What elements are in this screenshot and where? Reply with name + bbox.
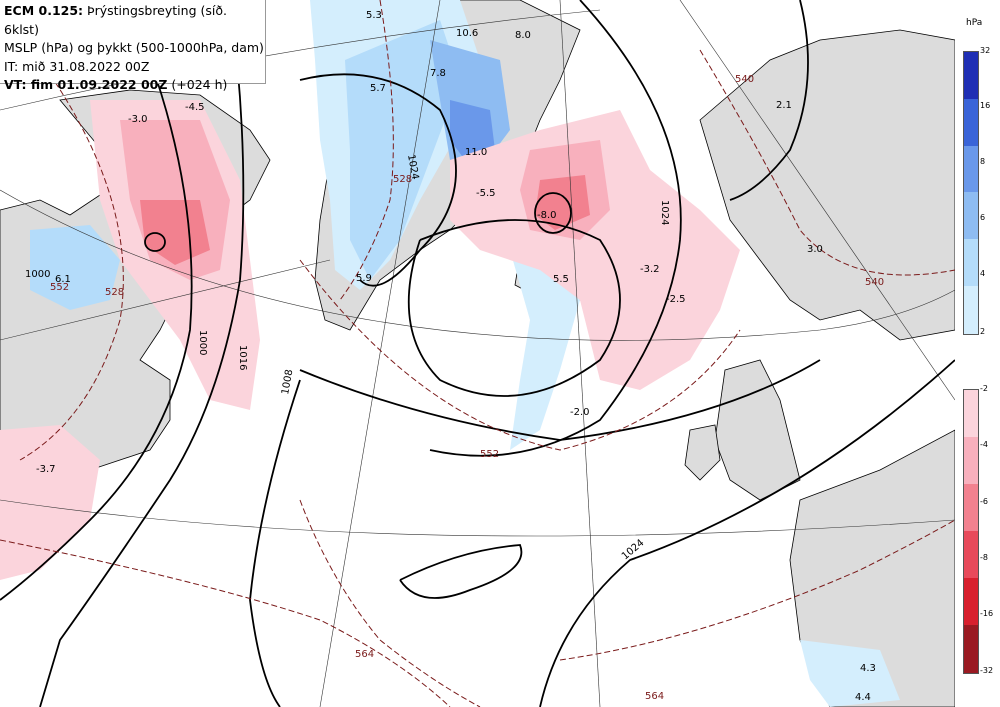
- europe-land: [789, 429, 956, 707]
- pressure-change-label: -8.0: [537, 210, 557, 221]
- thickness-label: 528: [105, 287, 124, 298]
- pressure-change-label: 4.3: [860, 663, 876, 674]
- isobars: [0, 0, 956, 707]
- thickness-label: 564: [355, 649, 374, 660]
- fall-tick: -4: [980, 440, 988, 449]
- scandinavia-land: [699, 29, 956, 341]
- fall-tick: -16: [980, 609, 994, 618]
- ireland-land: [684, 424, 721, 481]
- pressure-change-label: 8.0: [515, 30, 531, 41]
- thickness-label: 528: [393, 174, 412, 185]
- pressure-change-label: -2.5: [666, 294, 686, 305]
- graticule: [0, 0, 956, 707]
- thickness-contours: [0, 0, 956, 707]
- pressure-change-label: 7.8: [430, 68, 446, 79]
- isobar-labels: 1000 1024 1024 1016 1008 1000 1024: [25, 154, 670, 563]
- rise-colorbar: [963, 51, 979, 335]
- pressure-change-label: 5.7: [370, 83, 386, 94]
- thickness-label: 552: [50, 282, 69, 293]
- pressure-rise-shading: [30, 0, 900, 707]
- init-time: IT: mið 31.08.2022 00Z: [4, 58, 150, 74]
- thickness-label: 564: [645, 691, 664, 702]
- pressure-change-label: 2.1: [776, 100, 792, 111]
- pressure-change-label: -3.7: [36, 464, 56, 475]
- pressure-change-label: -3.2: [640, 264, 660, 275]
- fall-colorbar: [963, 389, 979, 674]
- britain-land: [714, 359, 801, 501]
- pressure-change-label: 11.0: [465, 147, 487, 158]
- rise-tick: 4: [980, 269, 986, 278]
- fall-tick: -32: [980, 666, 994, 675]
- valid-time: VT: fim 01.09.2022 00Z: [4, 77, 168, 92]
- isobar-label: 1024: [659, 200, 670, 225]
- rise-tick: 16: [980, 101, 991, 110]
- thickness-labels: 552 528 540 552 564 564 540 528: [50, 74, 884, 702]
- isobar-label: 1024: [405, 154, 420, 181]
- isobar-label: 1000: [25, 269, 50, 280]
- thickness-label: 540: [865, 277, 884, 288]
- model-name: ECM 0.125:: [4, 3, 84, 18]
- rise-tick: 32: [980, 46, 991, 55]
- rise-tick: 6: [980, 213, 986, 222]
- fall-tick: -8: [980, 553, 988, 562]
- color-legend: hPa 32 16 8 6 4 2 -2 -4 -6 -8 -16 -32: [955, 0, 1000, 707]
- isobar-label: 1008: [280, 369, 295, 396]
- thickness-label: 540: [735, 74, 754, 85]
- pressure-change-label: 5.5: [553, 274, 569, 285]
- thickness-label: 552: [480, 449, 499, 460]
- pressure-change-label: -3.0: [128, 114, 148, 125]
- fields-description: MSLP (hPa) og þykkt (500-1000hPa, dam): [4, 40, 264, 55]
- pressure-change-label: -2.0: [570, 407, 590, 418]
- legend-unit: hPa: [966, 18, 983, 28]
- rise-tick: 8: [980, 157, 986, 166]
- pressure-fall-shading: [0, 100, 740, 580]
- forecast-hour: (+024 h): [171, 77, 228, 92]
- fall-tick: -6: [980, 497, 988, 506]
- isobar-label: 1000: [197, 330, 208, 355]
- change-value-labels: 5.3 10.6 8.0 7.8 5.7 11.0 5.9 6.1 -4.5 -…: [36, 10, 876, 703]
- map-title-box: ECM 0.125: Þrýstingsbreyting (síð. 6klst…: [0, 0, 266, 92]
- pressure-change-label: 10.6: [456, 28, 478, 39]
- isobar-label: 1016: [237, 345, 248, 370]
- pressure-change-label: 5.9: [356, 273, 372, 284]
- pressure-change-label: -4.5: [185, 102, 205, 113]
- pressure-change-label: -5.5: [476, 188, 496, 199]
- rise-tick: 2: [980, 327, 986, 336]
- product-name: Þrýstingsbreyting (síð. 6klst): [4, 3, 227, 37]
- pressure-change-label: 3.0: [807, 244, 823, 255]
- fall-tick: -2: [980, 384, 988, 393]
- pressure-change-label: 4.4: [855, 692, 871, 703]
- pressure-change-label: 5.3: [366, 10, 382, 21]
- pressure-change-label: 6.1: [55, 274, 71, 285]
